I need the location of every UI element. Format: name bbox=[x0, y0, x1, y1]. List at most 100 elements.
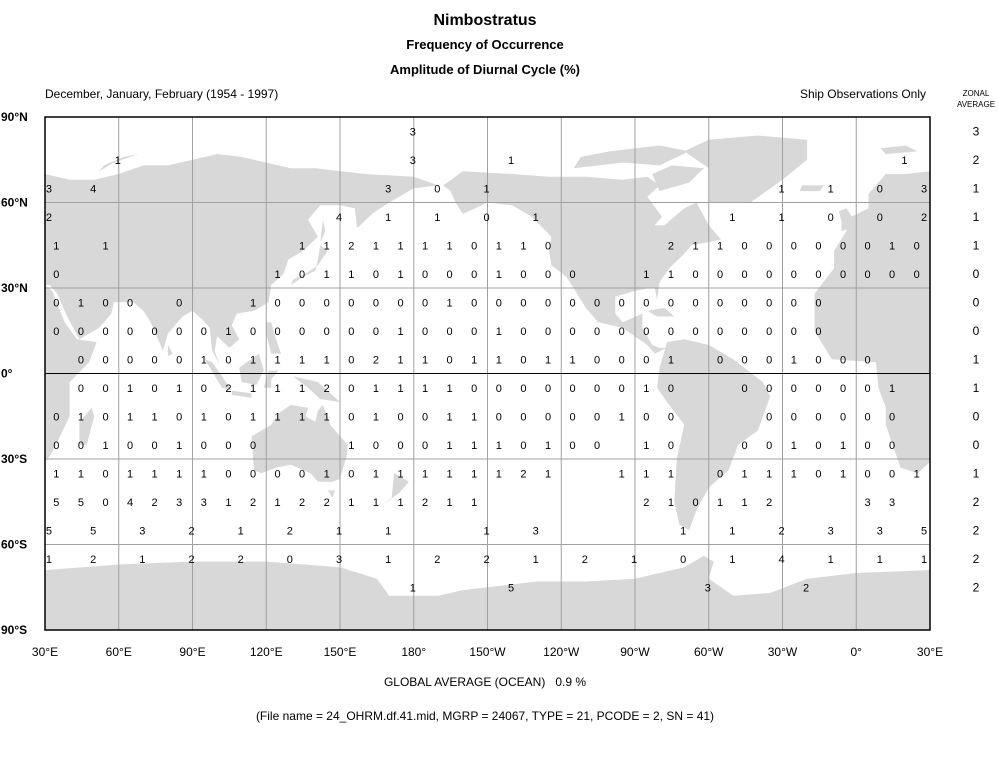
grid-value: 0 bbox=[692, 326, 698, 338]
grid-value: 0 bbox=[815, 383, 821, 395]
grid-value: 1 bbox=[569, 354, 575, 366]
grid-value: 0 bbox=[914, 240, 920, 252]
gridlines bbox=[45, 117, 930, 630]
land-cuba bbox=[647, 307, 675, 317]
zonal-average-value: 2 bbox=[973, 495, 980, 509]
grid-value: 0 bbox=[864, 383, 870, 395]
grid-value: 0 bbox=[53, 411, 59, 423]
grid-value: 0 bbox=[102, 411, 108, 423]
grid-value: 0 bbox=[815, 269, 821, 281]
land-south-america bbox=[657, 339, 771, 531]
grid-value: 1 bbox=[373, 411, 379, 423]
grid-value: 0 bbox=[815, 440, 821, 452]
grid-value: 2 bbox=[324, 497, 330, 509]
grid-value: 0 bbox=[152, 326, 158, 338]
grid-value: 1 bbox=[533, 554, 539, 566]
zonal-average-value: 2 bbox=[973, 580, 980, 594]
source-note: Ship Observations Only bbox=[799, 87, 926, 101]
grid-value: 0 bbox=[176, 354, 182, 366]
grid-value: 0 bbox=[176, 411, 182, 423]
grid-value: 0 bbox=[742, 269, 748, 281]
zonal-average-value: 1 bbox=[973, 181, 980, 195]
grid-value: 5 bbox=[90, 525, 96, 537]
grid-value: 0 bbox=[348, 297, 354, 309]
longitude-tick-label: 0° bbox=[851, 645, 863, 659]
latitude-tick-label: 30°N bbox=[1, 281, 28, 295]
file-info: (File name = 24_OHRM.df.41.mid, MGRP = 2… bbox=[255, 709, 715, 723]
land-arctic-islands bbox=[573, 145, 690, 169]
grid-value: 3 bbox=[533, 525, 539, 537]
grid-value: 0 bbox=[766, 411, 772, 423]
grid-value: 0 bbox=[447, 269, 453, 281]
zonal-average-value: 1 bbox=[973, 381, 980, 395]
grid-value: 0 bbox=[877, 212, 883, 224]
zonal-average-value: 1 bbox=[973, 466, 980, 480]
longitude-tick-label: 150°W bbox=[469, 645, 506, 659]
grid-value: 0 bbox=[78, 354, 84, 366]
grid-value: 0 bbox=[717, 354, 723, 366]
grid-value: 1 bbox=[791, 354, 797, 366]
grid-value: 1 bbox=[828, 183, 834, 195]
latitude-tick-label: 30°S bbox=[1, 452, 27, 466]
grid-value: 1 bbox=[373, 468, 379, 480]
grid-value: 0 bbox=[287, 554, 293, 566]
grid-value: 0 bbox=[348, 354, 354, 366]
grid-value: 1 bbox=[840, 440, 846, 452]
grid-value: 0 bbox=[815, 297, 821, 309]
grid-value: 0 bbox=[225, 468, 231, 480]
grid-value: 0 bbox=[434, 183, 440, 195]
grid-value: 3 bbox=[877, 525, 883, 537]
grid-value: 0 bbox=[545, 383, 551, 395]
land-sakhalin bbox=[320, 219, 326, 243]
grid-value: 1 bbox=[889, 383, 895, 395]
grid-value: 5 bbox=[46, 525, 52, 537]
grid-value: 1 bbox=[397, 468, 403, 480]
grid-value: 1 bbox=[53, 468, 59, 480]
grid-value: 1 bbox=[397, 497, 403, 509]
grid-value: 0 bbox=[152, 354, 158, 366]
grid-value: 1 bbox=[78, 468, 84, 480]
grid-value: 3 bbox=[336, 554, 342, 566]
grid-value: 0 bbox=[717, 326, 723, 338]
grid-values: 1 1 1 1 2 1 1 1 1 0 1 1 0 2 1 1 0 0 0 0 0 0 1 0 0 1 0 1 1 0 1 0 0 0 1 0 0 0 1 1… bbox=[46, 126, 927, 594]
grid-value: 0 bbox=[815, 354, 821, 366]
grid-value: 1 bbox=[496, 240, 502, 252]
grid-value: 1 bbox=[139, 554, 145, 566]
grid-value: 2 bbox=[483, 554, 489, 566]
grid-value: 1 bbox=[668, 269, 674, 281]
grid-value: 1 bbox=[324, 468, 330, 480]
land-sulawesi bbox=[263, 370, 279, 388]
grid-value: 0 bbox=[496, 411, 502, 423]
grid-value: 1 bbox=[127, 411, 133, 423]
grid-value: 1 bbox=[152, 411, 158, 423]
grid-value: 0 bbox=[127, 297, 133, 309]
land-borneo bbox=[239, 353, 264, 385]
grid-value: 0 bbox=[53, 440, 59, 452]
grid-value: 0 bbox=[815, 326, 821, 338]
grid-value: 1 bbox=[46, 554, 52, 566]
grid-value: 0 bbox=[766, 240, 772, 252]
grid-value: 0 bbox=[594, 411, 600, 423]
grid-value: 0 bbox=[668, 383, 674, 395]
grid-value: 0 bbox=[471, 269, 477, 281]
grid-value: 2 bbox=[238, 554, 244, 566]
grid-value: 0 bbox=[102, 468, 108, 480]
grid-value: 3 bbox=[889, 497, 895, 509]
land-eurasia bbox=[45, 154, 439, 365]
grid-value: 1 bbox=[545, 468, 551, 480]
land-sri-lanka bbox=[167, 345, 173, 357]
grid-value: 0 bbox=[643, 326, 649, 338]
grid-value: 1 bbox=[643, 440, 649, 452]
grid-value: 0 bbox=[840, 354, 846, 366]
grid-value: 0 bbox=[324, 297, 330, 309]
latitude-tick-label: 90°N bbox=[1, 110, 28, 124]
grid-value: 0 bbox=[545, 269, 551, 281]
grid-value: 0 bbox=[742, 326, 748, 338]
grid-value: 1 bbox=[742, 468, 748, 480]
grid-value: 1 bbox=[901, 155, 907, 167]
grid-value: 0 bbox=[422, 326, 428, 338]
grid-value: 1 bbox=[729, 525, 735, 537]
grid-value: 4 bbox=[336, 212, 342, 224]
grid-value: 0 bbox=[520, 354, 526, 366]
grid-value: 1 bbox=[176, 383, 182, 395]
